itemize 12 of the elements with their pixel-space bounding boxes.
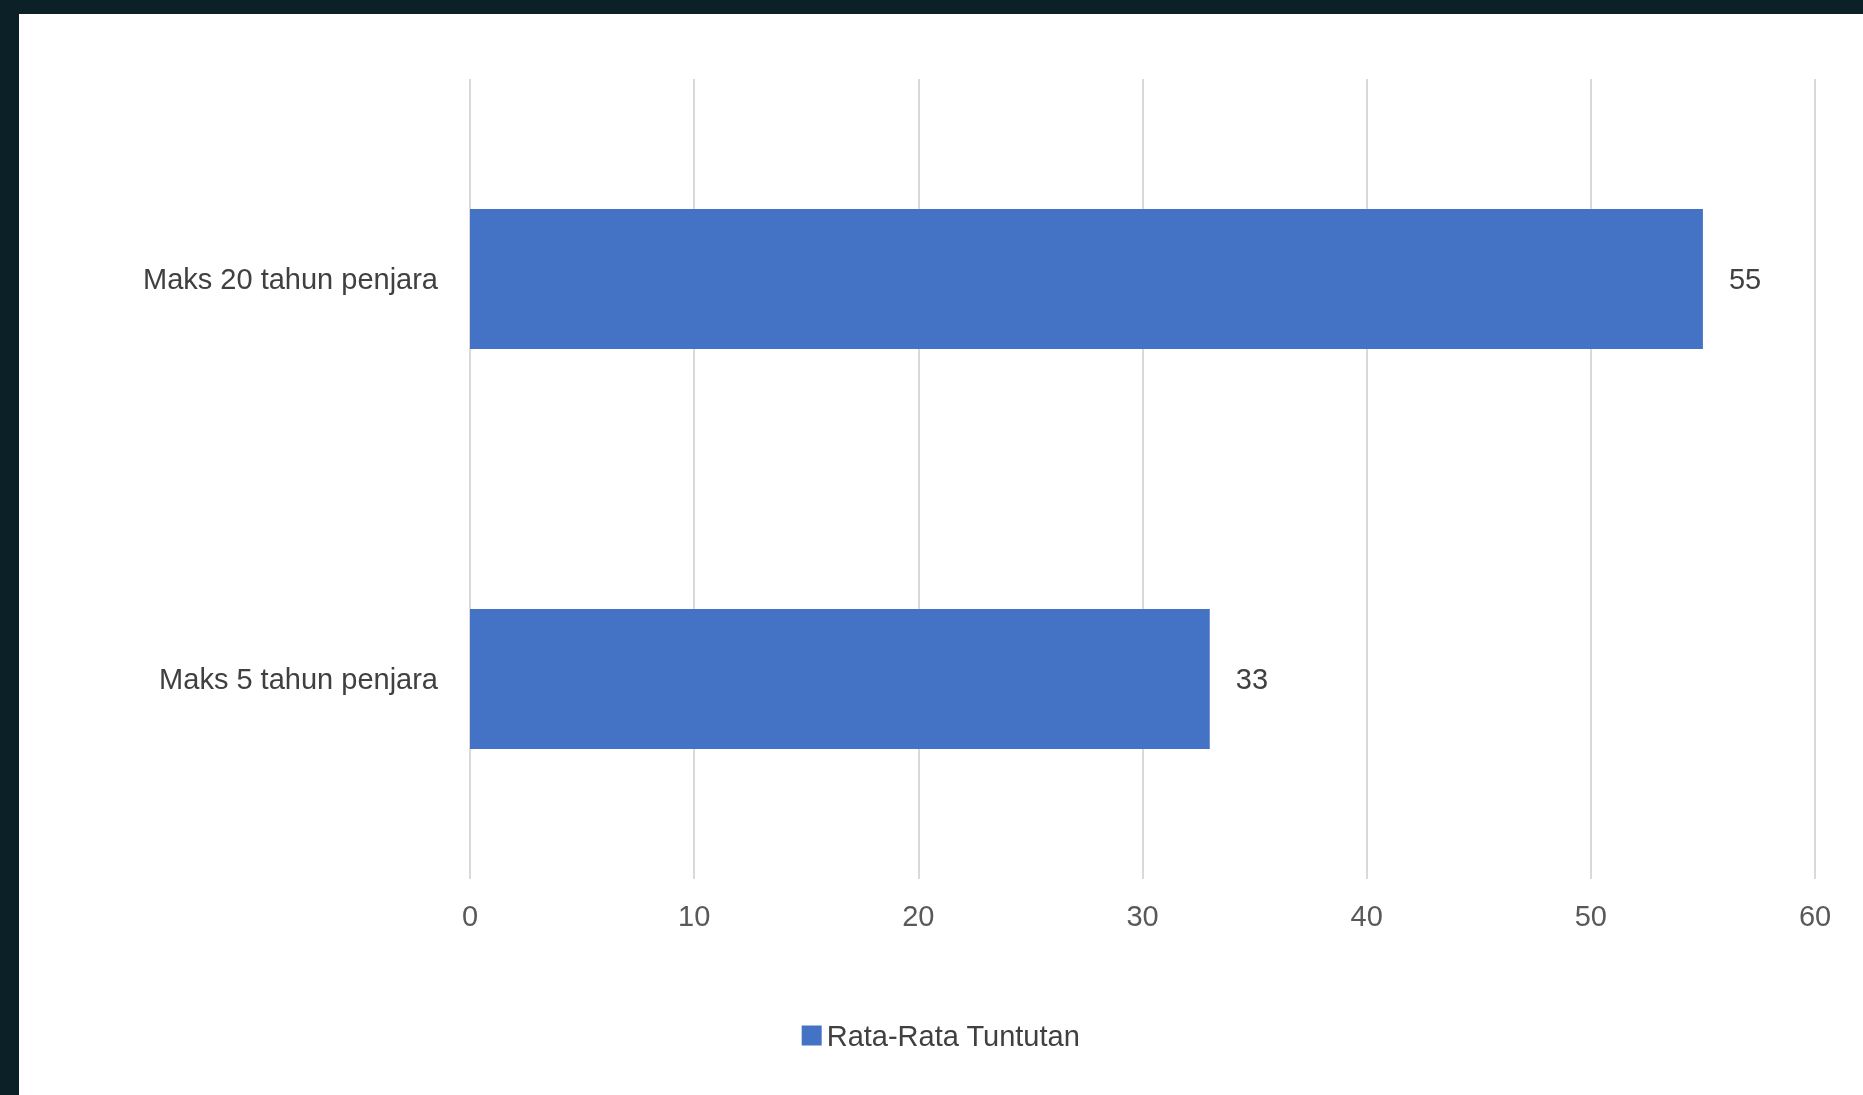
x-tick-label: 30 (1126, 899, 1159, 932)
y-tick-label: Maks 20 tahun penjara (142, 263, 439, 295)
legend-label: Rata-Rata Tuntutan (826, 1019, 1080, 1052)
x-tick-label: 50 (1574, 899, 1607, 932)
data-label: 55 (1728, 263, 1762, 295)
y-tick-label: Maks 5 tahun penjara (159, 663, 439, 695)
x-tick-label: 20 (902, 899, 935, 932)
x-tick-label: 10 (678, 899, 711, 932)
x-tick-label: 40 (1350, 899, 1383, 932)
x-tick-label: 60 (1798, 899, 1832, 932)
data-label: 33 (1235, 663, 1269, 695)
x-tick-label: 0 (461, 899, 479, 932)
